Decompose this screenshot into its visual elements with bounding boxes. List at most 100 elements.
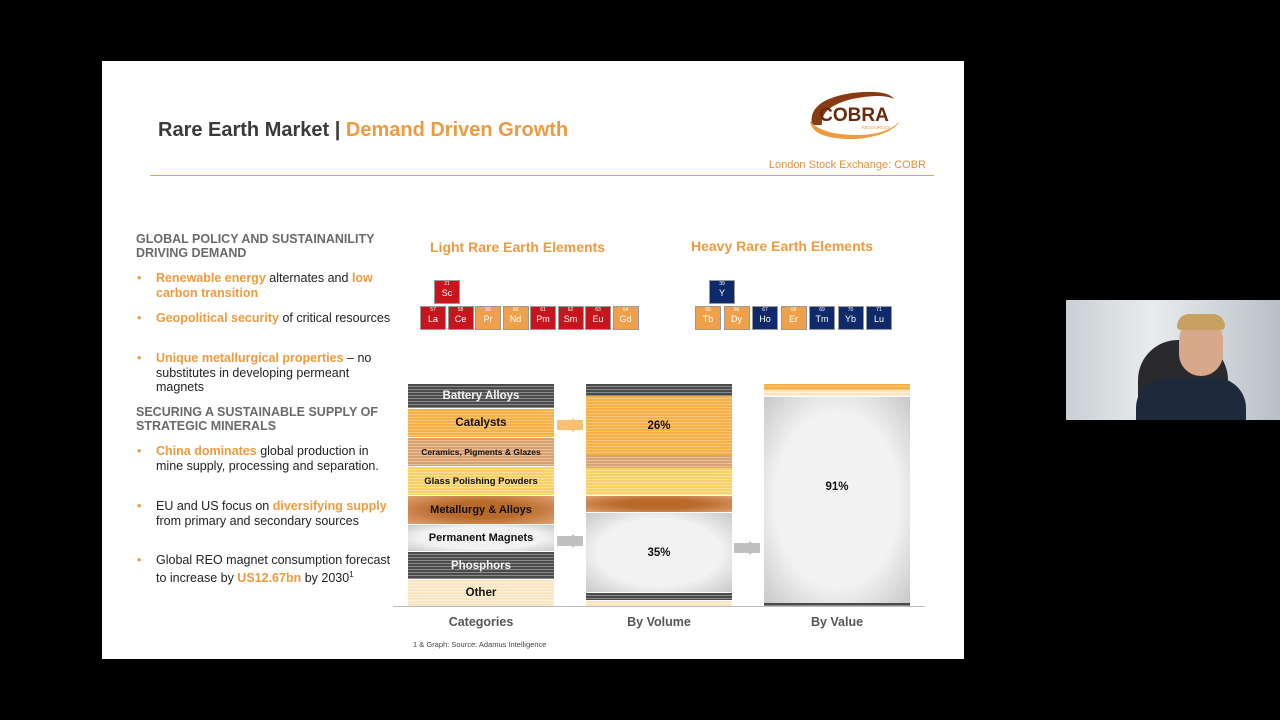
bullet-item: Geopolitical security of critical resour… bbox=[136, 311, 391, 326]
light-ree-heading: Light Rare Earth Elements bbox=[430, 239, 606, 255]
exchange-label: London Stock Exchange: COBR bbox=[768, 159, 926, 171]
band-battery-alloys: Battery Alloys bbox=[408, 384, 554, 408]
element-tile-sc: 21 Sc bbox=[434, 280, 460, 304]
atomic-number: 69 bbox=[819, 307, 825, 313]
atomic-number: 39 bbox=[719, 281, 725, 287]
element-symbol: Tm bbox=[815, 314, 829, 324]
bullet-item: China dominates global production in min… bbox=[136, 444, 391, 473]
element-tile-y: 39 Y bbox=[709, 280, 735, 304]
element-tile-er: 68 Er bbox=[780, 306, 807, 330]
bullet-text: EU and US focus on bbox=[156, 499, 273, 513]
element-symbol: Pm bbox=[536, 314, 550, 324]
element-tile-yb: 70 Yb bbox=[837, 306, 864, 330]
element-symbol: Lu bbox=[873, 314, 884, 324]
band-phosphors: Phosphors bbox=[408, 552, 554, 579]
cobra-logo: COBRA RESOURCES bbox=[810, 91, 900, 140]
element-tile-sm: 62 Sm bbox=[557, 306, 584, 330]
arrow-right-icon bbox=[557, 418, 583, 432]
atomic-number: 68 bbox=[790, 307, 797, 313]
bullet-text: by 2030 bbox=[301, 570, 350, 585]
element-symbol: Dy bbox=[731, 314, 742, 324]
baseline bbox=[393, 606, 925, 607]
atomic-number: 67 bbox=[762, 307, 768, 313]
volume-glass bbox=[586, 468, 732, 495]
element-tile-tb: 65 Tb bbox=[695, 306, 721, 330]
slide: Rare Earth Market | Demand Driven Growth… bbox=[102, 61, 964, 659]
element-tile-ce: 58 Ce bbox=[447, 306, 474, 330]
axis-label-value: By Value bbox=[810, 615, 864, 629]
value-other bbox=[764, 603, 910, 606]
band-other: Other bbox=[408, 580, 554, 606]
element-tile-gd: 64 Gd bbox=[612, 306, 639, 330]
atomic-number: 62 bbox=[567, 307, 574, 313]
atomic-number: 64 bbox=[622, 307, 629, 313]
source-note: 1 & Graph: Source: Adamus Intelligence bbox=[413, 640, 547, 649]
axis-label-volume: By Volume bbox=[627, 615, 691, 629]
band-permanent-magnets: Permanent Magnets bbox=[408, 525, 554, 551]
highlight-text: China dominates bbox=[156, 444, 257, 458]
atomic-number: 65 bbox=[705, 307, 711, 313]
element-symbol: Er bbox=[789, 314, 798, 324]
bullet-text: – no substitutes in developing permeant … bbox=[156, 351, 372, 394]
highlight-text: diversifying supply bbox=[272, 499, 387, 513]
arrow-right-icon bbox=[734, 541, 760, 555]
highlight-text: Unique metallurgical properties bbox=[156, 351, 344, 365]
svg-text:COBRA: COBRA bbox=[819, 105, 889, 126]
atomic-number: 58 bbox=[457, 307, 464, 313]
element-symbol: Y bbox=[718, 288, 725, 298]
volume-column: 26% 35% bbox=[586, 384, 732, 606]
value-catalysts bbox=[764, 384, 910, 390]
heavy-ree-heading: Heavy Rare Earth Elements bbox=[691, 238, 874, 254]
element-tile-pr: 59 Pr bbox=[475, 306, 501, 330]
section-heading: GLOBAL POLICY AND SUSTAINANILITY DRIVING… bbox=[136, 232, 375, 260]
element-symbol: Yb bbox=[844, 314, 856, 324]
band-glass-polishing: Glass Polishing Powders bbox=[408, 467, 554, 495]
bullet-text: global production in mine supply, proces… bbox=[156, 444, 379, 473]
element-symbol: Tb bbox=[702, 314, 714, 324]
band-ceramics: Ceramics, Pigments & Glazes bbox=[408, 438, 554, 466]
bullet-item: Unique metallurgical properties – no sub… bbox=[136, 351, 391, 395]
arrow-right-icon bbox=[557, 534, 583, 548]
value-magnets: 91% bbox=[764, 397, 910, 603]
atomic-number: 70 bbox=[847, 307, 854, 313]
bullet-item: Global REO magnet consumption forecast t… bbox=[136, 553, 391, 585]
element-tile-la: 57 La bbox=[420, 306, 446, 330]
bullet-item: Renewable energy alternates and low carb… bbox=[136, 271, 391, 300]
volume-metallurgy bbox=[586, 496, 732, 512]
element-tile-pm: 61 Pm bbox=[530, 306, 556, 330]
volume-catalysts: 26% bbox=[586, 396, 732, 455]
element-tile-nd: 60 Nd bbox=[502, 306, 529, 330]
atomic-number: 66 bbox=[733, 307, 740, 313]
section-heading: SECURING A SUSTAINABLE SUPPLY OF STRATEG… bbox=[136, 405, 378, 433]
bullet-text: from primary and secondary sources bbox=[156, 513, 359, 528]
element-tile-tm: 69 Tm bbox=[809, 306, 835, 330]
atomic-number: 60 bbox=[512, 307, 519, 313]
element-symbol: Gd bbox=[619, 314, 632, 324]
element-symbol: Ce bbox=[454, 314, 467, 324]
presenter-body bbox=[1136, 378, 1246, 420]
element-symbol: La bbox=[427, 314, 438, 324]
presenter-hair bbox=[1177, 314, 1225, 330]
axis-label-categories: Categories bbox=[448, 615, 514, 629]
element-symbol: Nd bbox=[509, 314, 522, 324]
element-symbol: Pr bbox=[483, 314, 493, 324]
webcam-video bbox=[1066, 300, 1280, 420]
bullet-item: EU and US focus on diversifying supply f… bbox=[136, 499, 391, 528]
volume-magnets: 35% bbox=[586, 513, 732, 592]
value-column: 91% bbox=[764, 384, 910, 606]
highlight-text: US12.67bn bbox=[237, 570, 302, 585]
element-tile-eu: 63 Eu bbox=[585, 306, 611, 330]
element-symbol: Sm bbox=[563, 314, 578, 324]
categories-column: Battery Alloys Catalysts Ceramics, Pigme… bbox=[408, 384, 554, 606]
bullet-text: 1 bbox=[349, 569, 354, 579]
bullet-text: Global REO magnet consumption forecast t… bbox=[156, 553, 391, 585]
atomic-number: 63 bbox=[595, 307, 601, 313]
atomic-number: 59 bbox=[485, 307, 491, 313]
element-symbol: Sc bbox=[441, 288, 453, 298]
value-minor bbox=[764, 390, 910, 396]
element-symbol: Eu bbox=[592, 314, 604, 324]
atomic-number: 71 bbox=[876, 307, 882, 313]
band-metallurgy: Metallurgy & Alloys bbox=[408, 496, 554, 524]
volume-phosphors bbox=[586, 593, 732, 600]
volume-other bbox=[586, 601, 732, 606]
